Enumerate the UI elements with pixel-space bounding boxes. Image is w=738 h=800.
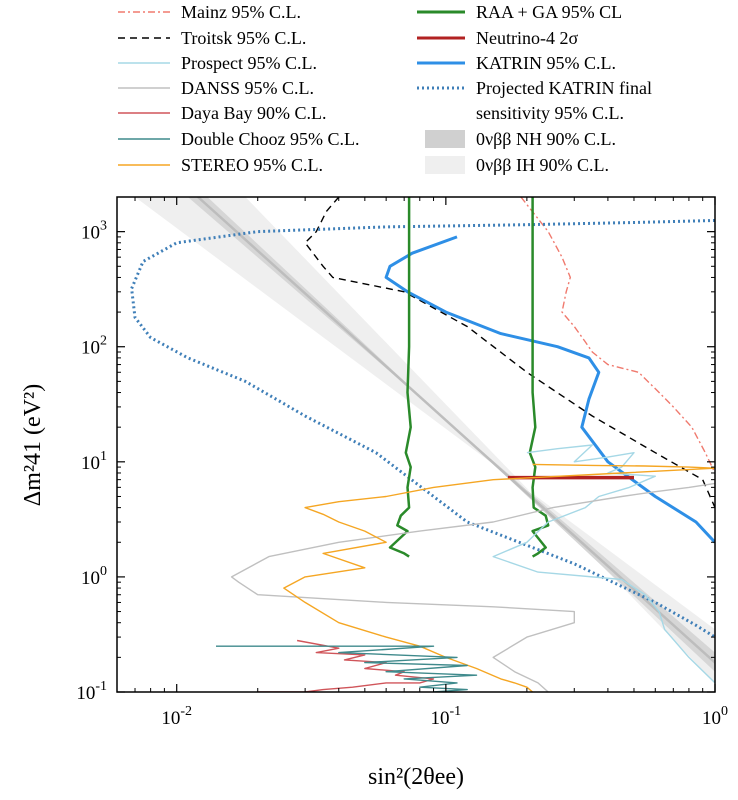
- axes: 10-2 10-1 100 10-1 100 101 102 103: [76, 196, 728, 729]
- legend-label-prospect-95-c-l: Prospect 95% C.L.: [181, 53, 317, 73]
- series-daya-bay-90-c-l: [257, 639, 435, 692]
- series-projected-katrin-final-sensitivity-95-c-l: [130, 219, 715, 639]
- legend-swatch-0-ih-90-c-l: [425, 156, 465, 174]
- plot-area-background: [117, 197, 715, 692]
- plot-frame: [116, 196, 716, 693]
- legend: Mainz 95% C.L. Troitsk 95% C.L. Prospect 9…: [118, 2, 652, 175]
- legend-label-neutrino-4-2: Neutrino-4 2σ: [476, 28, 578, 48]
- legend-swatch-0-nh-90-c-l: [425, 130, 465, 148]
- x-tick-label: 10-1: [431, 704, 462, 729]
- legend-label-0-nh-90-c-l: 0νββ NH 90% C.L.: [476, 129, 616, 149]
- legend-label-mainz-95-c-l: Mainz 95% C.L.: [181, 2, 301, 22]
- legend-label-katrin-95-c-l: KATRIN 95% C.L.: [476, 53, 616, 73]
- legend-label-double-chooz-95-c-l: Double Chooz 95% C.L.: [181, 129, 359, 149]
- series-raa-ga-95-cl-left: [388, 197, 412, 558]
- neutrinoless-double-beta-bands: [135, 197, 715, 683]
- y-axis-label: Δm²41 (eV²): [20, 384, 46, 506]
- legend-label-continued: sensitivity 95% C.L.: [476, 103, 624, 123]
- legend-label-daya-bay-90-c-l: Daya Bay 90% C.L.: [181, 103, 326, 123]
- legend-label-troitsk-95-c-l: Troitsk 95% C.L.: [181, 28, 306, 48]
- y-tick-label: 103: [81, 219, 107, 244]
- x-tick-label: 100: [702, 704, 728, 729]
- series-mainz-95-c-l: [520, 197, 715, 474]
- legend-label-stereo-95-c-l: STEREO 95% C.L.: [181, 155, 323, 175]
- series-raa-ga-95-cl-right: [528, 197, 550, 558]
- legend-label-projected-katrin-final: Projected KATRIN final: [476, 78, 652, 98]
- exclusion-curves: [130, 197, 715, 692]
- band-center-line: [197, 197, 715, 664]
- series-stereo-95-c-l: [283, 463, 715, 692]
- x-tick-label: 10-2: [161, 704, 192, 729]
- legend-label-raa-ga-95-cl: RAA + GA 95% CL: [476, 2, 622, 22]
- legend-label-danss-95-c-l: DANSS 95% C.L.: [181, 78, 314, 98]
- x-axis-label: sin²(2θee): [368, 764, 464, 790]
- series-prospect-95-c-l: [492, 444, 715, 684]
- y-tick-label: 10-1: [76, 679, 107, 704]
- y-tick-label: 102: [81, 334, 107, 359]
- series-double-chooz-95-c-l: [216, 645, 478, 692]
- y-tick-label: 101: [81, 449, 107, 474]
- y-tick-label: 100: [81, 564, 107, 589]
- series-troitsk-95-c-l: [304, 197, 715, 508]
- series-danss-95-c-l: [230, 482, 715, 692]
- legend-label-0-ih-90-c-l: 0νββ IH 90% C.L.: [476, 155, 609, 175]
